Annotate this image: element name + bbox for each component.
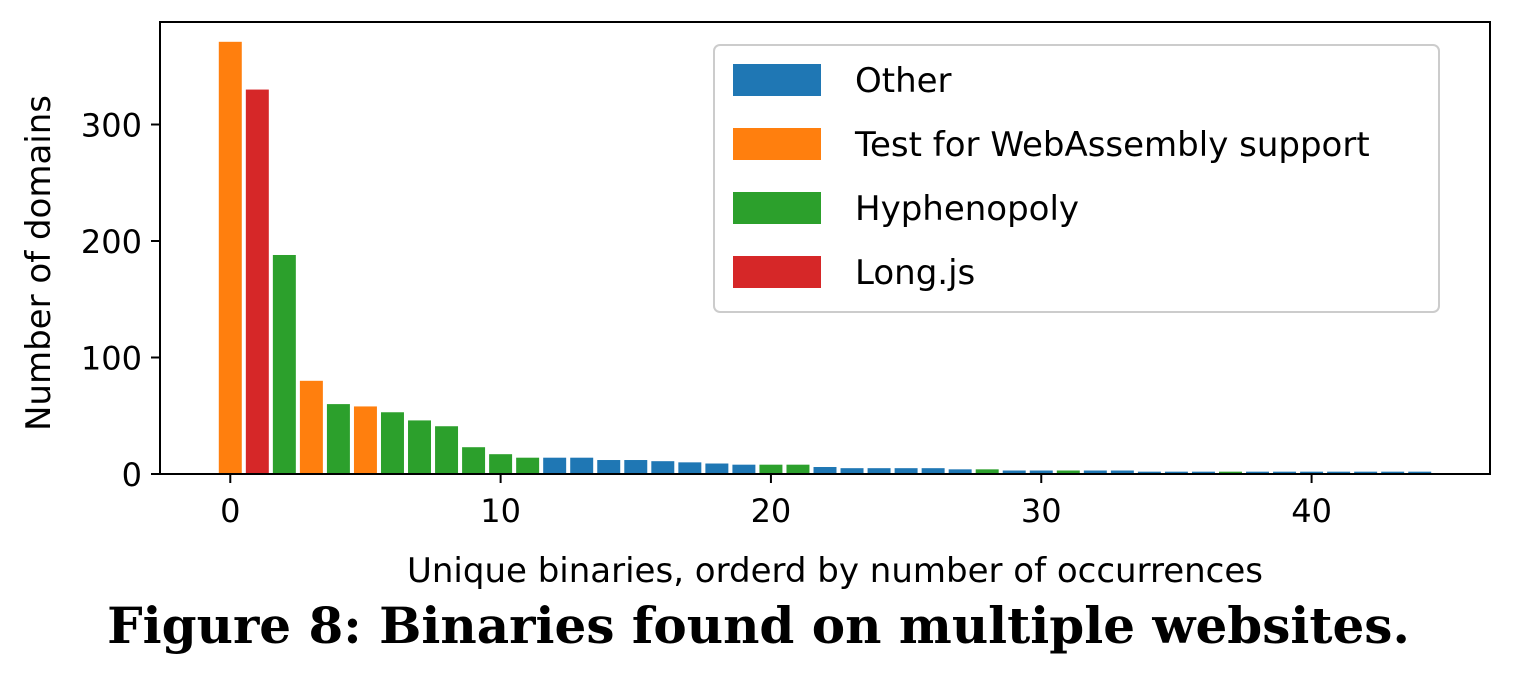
legend-label: Other [855, 61, 952, 101]
bar-5 [353, 406, 377, 474]
bar-15 [624, 460, 648, 474]
bar-0 [218, 41, 242, 474]
bars-group [218, 41, 1432, 474]
plot-frame [159, 21, 1491, 475]
bar-33 [1110, 470, 1134, 474]
bar-1 [245, 89, 269, 474]
legend-swatch [733, 64, 821, 96]
x-tick-label: 40 [1291, 492, 1332, 530]
bar-23 [840, 468, 864, 474]
bar-27 [948, 469, 972, 474]
bar-39 [1273, 471, 1297, 474]
legend-swatch [733, 128, 821, 160]
bar-38 [1246, 471, 1270, 474]
y-axis-label: Number of domains [19, 95, 59, 431]
bar-10 [489, 454, 513, 474]
bar-26 [921, 468, 945, 474]
legend-swatch [733, 192, 821, 224]
y-axis-ticks: 0 100 200 300 [81, 107, 160, 494]
bar-11 [516, 457, 540, 474]
bar-19 [732, 464, 756, 474]
bar-24 [867, 468, 891, 474]
bar-21 [786, 464, 810, 474]
bar-9 [462, 447, 486, 474]
bar-3 [299, 380, 323, 474]
legend-label: Hyphenopoly [855, 189, 1079, 229]
legend-box [713, 44, 1440, 313]
bar-29 [1002, 470, 1026, 474]
y-tick-label: 300 [81, 107, 142, 145]
bar-37 [1218, 471, 1242, 474]
bar-20 [759, 464, 783, 474]
x-axis-ticks: 0 10 20 30 40 [220, 474, 1332, 530]
bar-44 [1408, 471, 1432, 474]
bar-12 [543, 457, 567, 474]
bar-4 [326, 404, 350, 474]
bar-6 [380, 412, 404, 474]
x-tick-label: 0 [220, 492, 240, 530]
x-tick-label: 20 [751, 492, 792, 530]
bar-34 [1137, 471, 1161, 474]
bar-18 [705, 463, 729, 474]
bar-7 [408, 420, 432, 474]
bar-32 [1083, 470, 1107, 474]
bar-13 [570, 457, 594, 474]
y-tick-label: 0 [122, 456, 142, 494]
legend: Other Test for WebAssembly support Hypheno… [713, 44, 1440, 313]
legend-label: Test for WebAssembly support [854, 125, 1370, 165]
bar-14 [597, 460, 621, 474]
bar-41 [1327, 471, 1351, 474]
bar-2 [272, 254, 296, 474]
bar-31 [1056, 470, 1080, 474]
bar-43 [1381, 471, 1405, 474]
y-tick-label: 200 [81, 223, 142, 261]
y-tick-label: 100 [81, 340, 142, 378]
bar-36 [1191, 471, 1215, 474]
bar-8 [435, 426, 459, 474]
bar-chart: 0 10 20 30 40 0 100 200 300 Other Test for WebAs… [19, 21, 1491, 591]
bar-16 [651, 461, 675, 474]
bar-28 [975, 469, 999, 474]
legend-swatch [733, 256, 821, 288]
bar-22 [813, 467, 837, 474]
figure-caption: Figure 8: Binaries found on multiple web… [107, 596, 1410, 655]
x-tick-label: 30 [1021, 492, 1062, 530]
bar-25 [894, 468, 918, 474]
x-tick-label: 10 [480, 492, 521, 530]
x-axis-label: Unique binaries, orderd by number of occ… [407, 551, 1263, 591]
bar-30 [1029, 470, 1053, 474]
bar-35 [1164, 471, 1188, 474]
legend-label: Long.js [855, 253, 975, 293]
bar-40 [1300, 471, 1324, 474]
bar-42 [1354, 471, 1378, 474]
bar-17 [678, 462, 702, 474]
